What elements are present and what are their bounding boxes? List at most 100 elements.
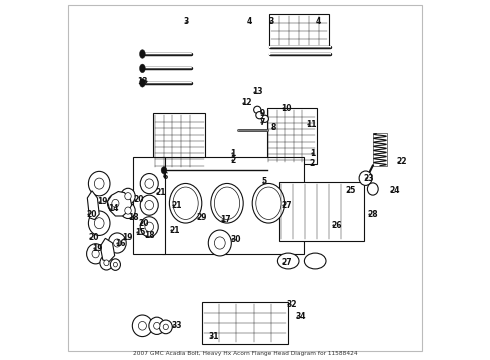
Text: 21: 21 bbox=[171, 201, 182, 210]
Ellipse shape bbox=[161, 167, 167, 174]
Text: 13: 13 bbox=[252, 87, 263, 96]
Text: 12: 12 bbox=[242, 98, 252, 107]
Ellipse shape bbox=[159, 320, 172, 334]
Ellipse shape bbox=[145, 201, 153, 210]
Ellipse shape bbox=[88, 211, 110, 235]
Text: 8: 8 bbox=[270, 123, 275, 132]
Bar bbox=[133, 157, 165, 254]
Ellipse shape bbox=[211, 184, 243, 223]
Text: 13: 13 bbox=[137, 77, 148, 85]
Ellipse shape bbox=[140, 50, 145, 58]
Bar bbox=[162, 157, 304, 254]
Ellipse shape bbox=[104, 260, 109, 266]
Text: 20: 20 bbox=[88, 233, 99, 242]
Text: 1: 1 bbox=[231, 149, 236, 158]
Polygon shape bbox=[107, 192, 132, 216]
Ellipse shape bbox=[95, 178, 104, 189]
Text: 20: 20 bbox=[139, 219, 149, 228]
Ellipse shape bbox=[138, 321, 147, 330]
Text: 27: 27 bbox=[281, 201, 292, 210]
Text: 29: 29 bbox=[196, 213, 207, 222]
Text: 26: 26 bbox=[331, 220, 342, 230]
Text: 28: 28 bbox=[368, 210, 378, 219]
Text: 17: 17 bbox=[220, 215, 230, 224]
Ellipse shape bbox=[87, 244, 104, 264]
Text: 19: 19 bbox=[122, 233, 133, 242]
Ellipse shape bbox=[113, 262, 118, 267]
Bar bbox=[279, 182, 364, 241]
Ellipse shape bbox=[107, 194, 123, 212]
Ellipse shape bbox=[149, 317, 165, 334]
Text: 14: 14 bbox=[108, 204, 119, 213]
Text: 22: 22 bbox=[396, 157, 407, 166]
Ellipse shape bbox=[256, 187, 281, 220]
Text: 33: 33 bbox=[171, 321, 182, 330]
Text: 31: 31 bbox=[209, 332, 220, 341]
Ellipse shape bbox=[368, 183, 378, 195]
Text: 2: 2 bbox=[310, 159, 315, 168]
Ellipse shape bbox=[163, 324, 169, 330]
Ellipse shape bbox=[215, 187, 240, 220]
Text: 7: 7 bbox=[259, 118, 265, 127]
Text: 20: 20 bbox=[133, 195, 144, 204]
Text: 24: 24 bbox=[389, 186, 399, 195]
Ellipse shape bbox=[88, 171, 110, 196]
Ellipse shape bbox=[110, 259, 121, 270]
Ellipse shape bbox=[359, 171, 372, 185]
Ellipse shape bbox=[170, 184, 202, 223]
Ellipse shape bbox=[95, 218, 104, 229]
Bar bbox=[202, 302, 288, 344]
Ellipse shape bbox=[173, 187, 198, 220]
Ellipse shape bbox=[145, 179, 153, 188]
Ellipse shape bbox=[121, 203, 135, 219]
Ellipse shape bbox=[154, 322, 160, 329]
Text: 4: 4 bbox=[316, 17, 320, 26]
Ellipse shape bbox=[125, 207, 131, 214]
Text: 15: 15 bbox=[135, 228, 146, 237]
Text: 10: 10 bbox=[281, 104, 292, 112]
Ellipse shape bbox=[252, 184, 285, 223]
Bar bbox=[270, 14, 329, 47]
Text: 9: 9 bbox=[259, 109, 265, 118]
Text: 19: 19 bbox=[92, 244, 102, 253]
Text: 16: 16 bbox=[116, 238, 126, 248]
Ellipse shape bbox=[114, 239, 121, 247]
Text: 18: 18 bbox=[128, 213, 139, 222]
Text: 2007 GMC Acadia Bolt, Heavy Hx Acorn Flange Head Diagram for 11588424: 2007 GMC Acadia Bolt, Heavy Hx Acorn Fla… bbox=[133, 351, 357, 356]
Ellipse shape bbox=[125, 193, 131, 200]
Text: 27: 27 bbox=[281, 258, 292, 267]
Ellipse shape bbox=[140, 174, 158, 194]
Ellipse shape bbox=[92, 250, 99, 258]
Text: 6: 6 bbox=[162, 172, 168, 181]
Bar bbox=[373, 133, 387, 166]
Text: 3: 3 bbox=[269, 17, 273, 26]
Text: 4: 4 bbox=[247, 17, 252, 26]
Text: 25: 25 bbox=[346, 186, 356, 195]
Text: 1: 1 bbox=[310, 149, 315, 158]
Ellipse shape bbox=[261, 115, 269, 122]
Bar bbox=[153, 113, 205, 169]
Ellipse shape bbox=[145, 222, 153, 231]
Text: 18: 18 bbox=[144, 231, 155, 240]
Text: 23: 23 bbox=[364, 174, 374, 183]
Ellipse shape bbox=[140, 78, 145, 87]
Text: 21: 21 bbox=[170, 226, 180, 235]
Ellipse shape bbox=[121, 188, 135, 204]
Ellipse shape bbox=[108, 233, 126, 253]
Text: 34: 34 bbox=[295, 312, 306, 321]
Ellipse shape bbox=[112, 199, 119, 207]
Polygon shape bbox=[100, 238, 115, 262]
Ellipse shape bbox=[140, 64, 145, 73]
Ellipse shape bbox=[132, 315, 152, 337]
Text: 32: 32 bbox=[286, 300, 297, 309]
Ellipse shape bbox=[140, 217, 158, 237]
Ellipse shape bbox=[256, 112, 263, 119]
Text: 5: 5 bbox=[261, 177, 267, 186]
Ellipse shape bbox=[208, 230, 231, 256]
Ellipse shape bbox=[304, 253, 326, 269]
Ellipse shape bbox=[100, 256, 113, 270]
Text: 11: 11 bbox=[306, 120, 317, 129]
Text: 19: 19 bbox=[98, 197, 108, 206]
Text: 2: 2 bbox=[231, 156, 236, 165]
Text: 21: 21 bbox=[155, 188, 166, 197]
